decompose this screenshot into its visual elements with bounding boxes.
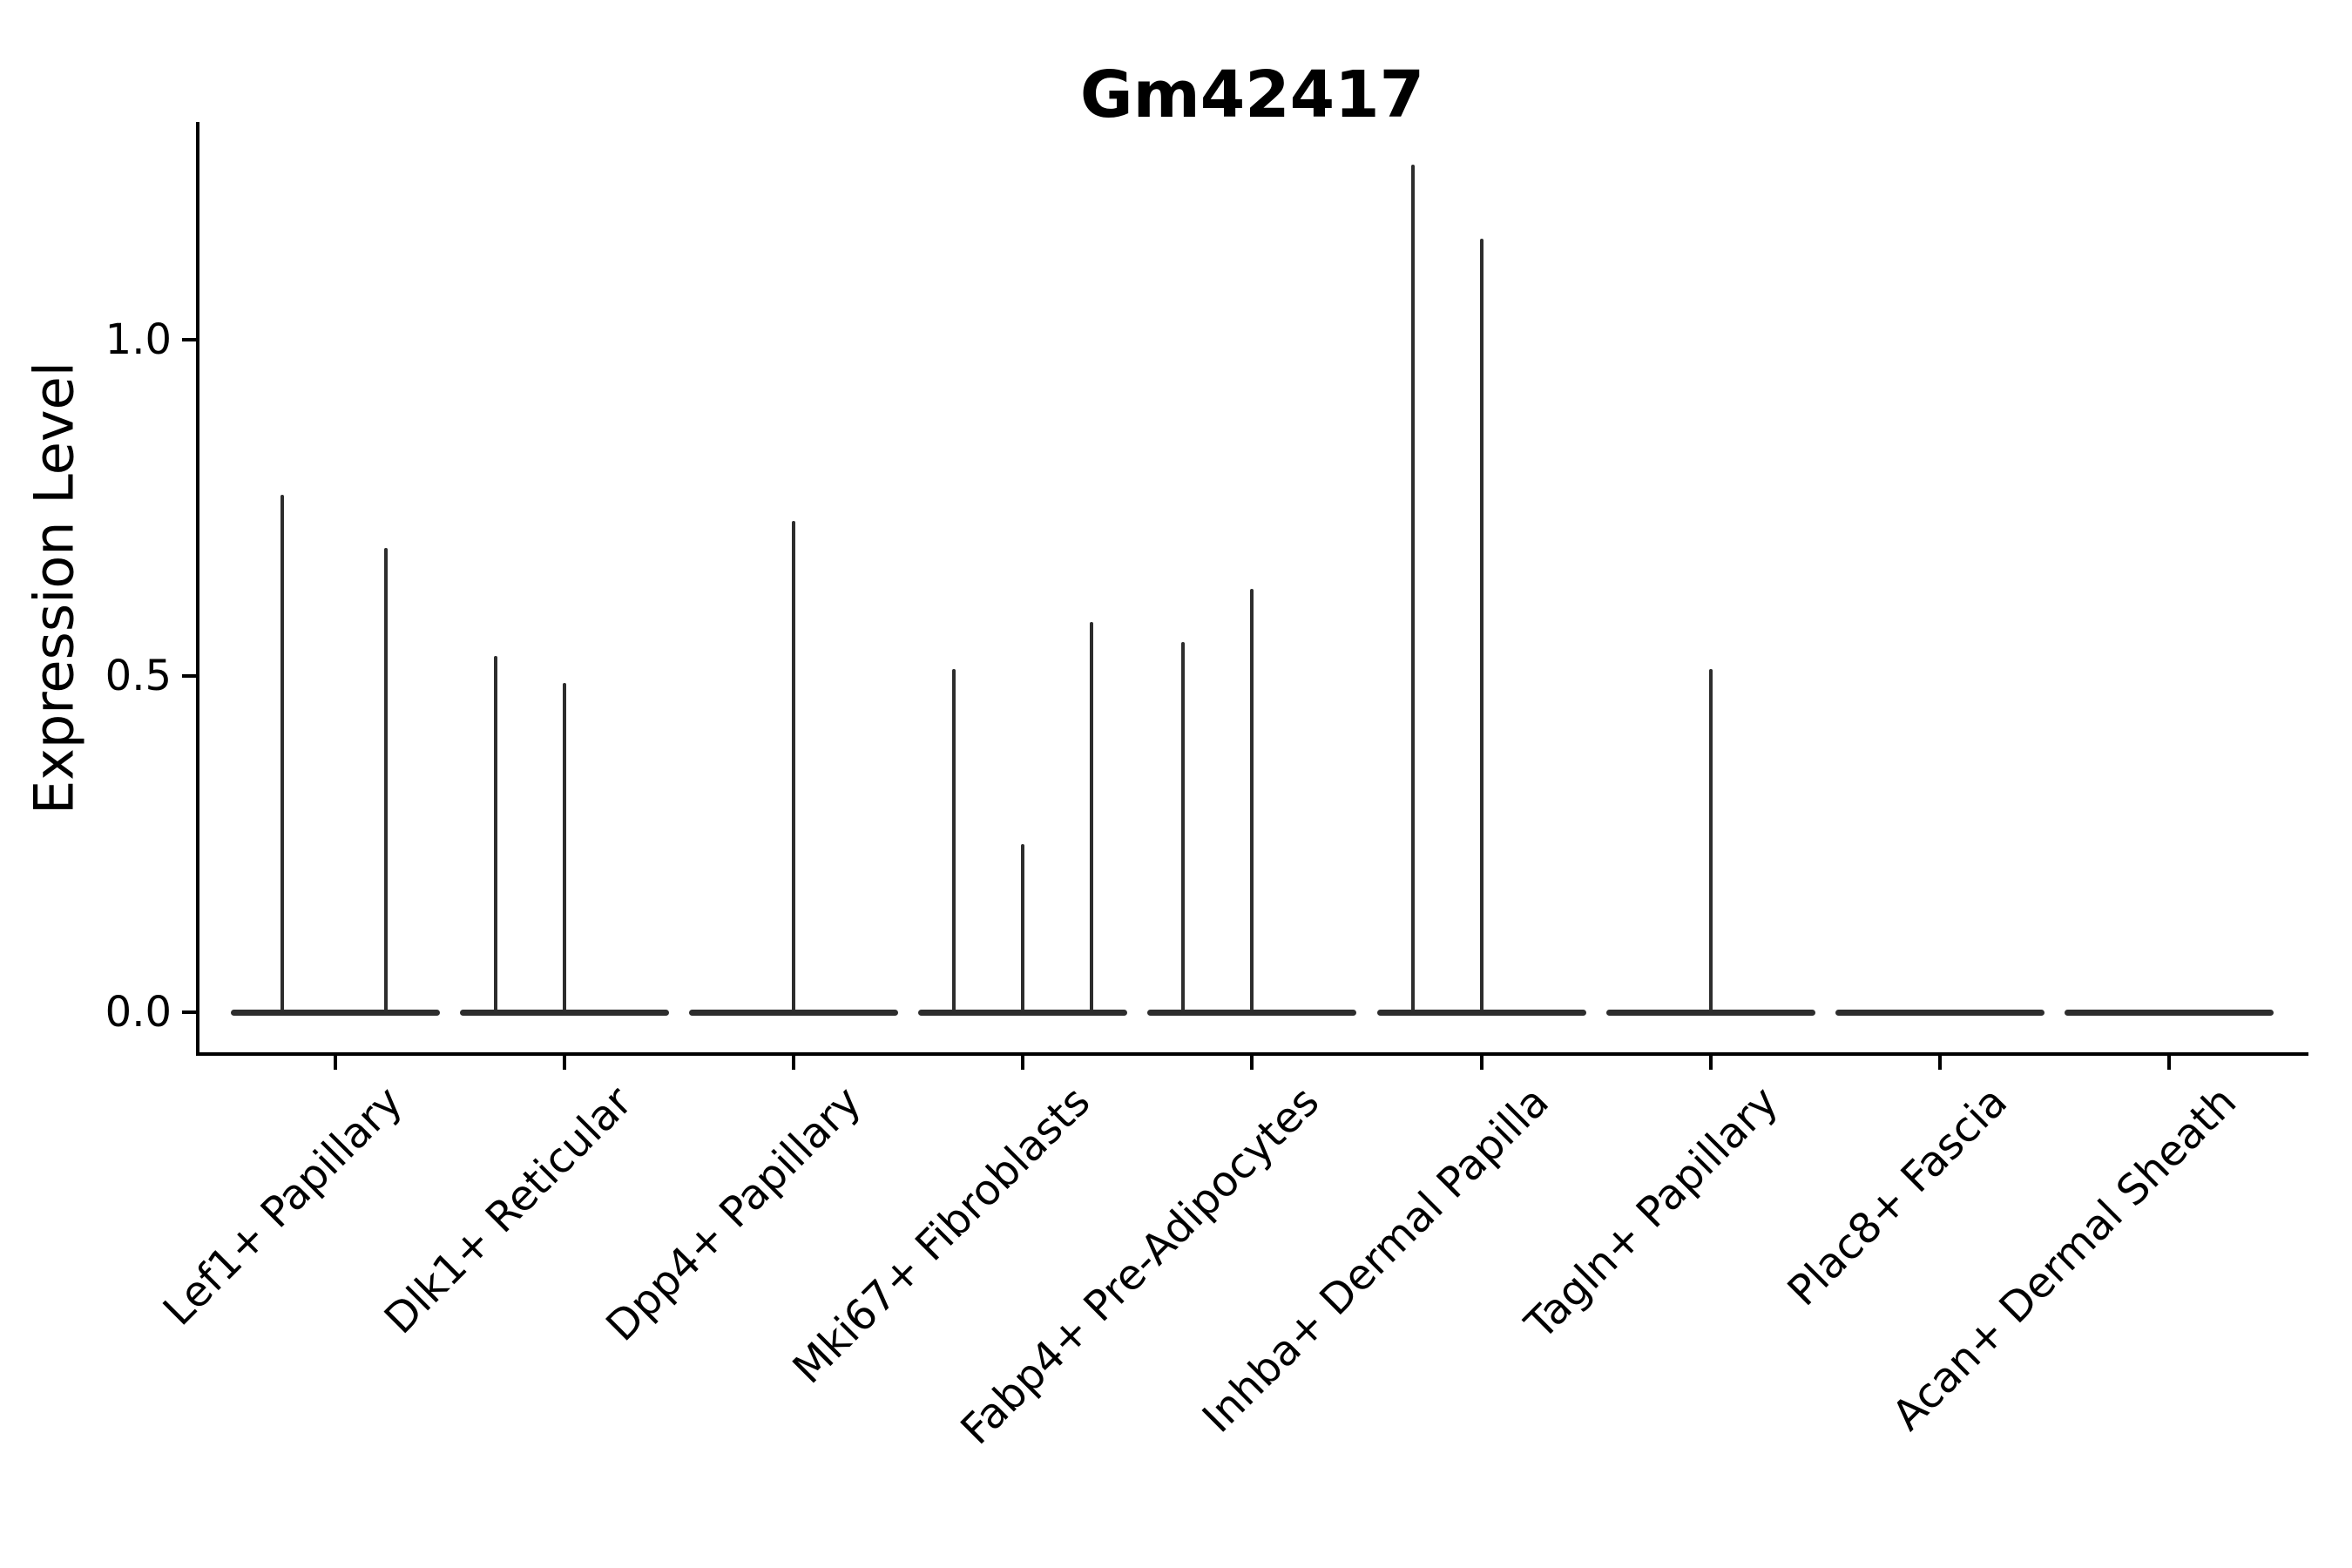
y-tick-label: 0.5: [105, 652, 172, 700]
x-tick-label: Dlk1+ Reticular: [375, 1077, 642, 1344]
plot-title: Gm42417: [1079, 57, 1425, 132]
violin-spike: [1479, 239, 1484, 1012]
y-axis-label: Expression Level: [22, 362, 86, 814]
violin-spike: [952, 669, 956, 1012]
violin-spike: [1708, 669, 1713, 1012]
x-tick-mark: [563, 1056, 567, 1070]
x-tick-label: Plac8+ Fascia: [1778, 1077, 2017, 1316]
violin-spike: [1410, 165, 1415, 1012]
y-tick-mark: [182, 1010, 196, 1014]
x-tick-label: Lef1+ Papillary: [154, 1077, 413, 1335]
violin-baseline: [2064, 1009, 2274, 1016]
violin-baseline: [460, 1009, 670, 1016]
violin-spike: [1250, 588, 1254, 1012]
x-tick-mark: [2166, 1056, 2171, 1070]
x-tick-mark: [334, 1056, 337, 1070]
violin-spike: [792, 521, 796, 1012]
x-tick-mark: [1250, 1056, 1254, 1070]
x-tick-mark: [1937, 1056, 1942, 1070]
y-tick-label: 0.0: [105, 988, 172, 1037]
x-tick-label: Dpp4+ Papillary: [597, 1077, 871, 1351]
violin-baseline: [689, 1009, 899, 1016]
y-tick-mark: [182, 338, 196, 341]
x-tick-label: Tagln+ Papillary: [1516, 1077, 1788, 1349]
y-tick-mark: [182, 674, 196, 678]
x-tick-mark: [1479, 1056, 1484, 1070]
violin-spike: [383, 548, 388, 1012]
x-tick-mark: [792, 1056, 796, 1070]
violin-spike: [1090, 622, 1094, 1012]
violin-baseline: [1605, 1009, 1815, 1016]
x-tick-mark: [1021, 1056, 1025, 1070]
violin-baseline: [1376, 1009, 1586, 1016]
violin-spike: [1021, 844, 1025, 1012]
violin-baseline: [1835, 1009, 2044, 1016]
y-tick-label: 1.0: [105, 315, 172, 364]
x-tick-mark: [1708, 1056, 1713, 1070]
violin-spike: [563, 682, 567, 1012]
violin-spike: [280, 494, 285, 1012]
violin-spike: [1181, 642, 1186, 1012]
violin-baseline: [1147, 1009, 1357, 1016]
violin-spike: [494, 655, 498, 1012]
violin-baseline: [918, 1009, 1128, 1016]
plot-area: [196, 122, 2308, 1056]
violin-baseline: [231, 1009, 440, 1016]
